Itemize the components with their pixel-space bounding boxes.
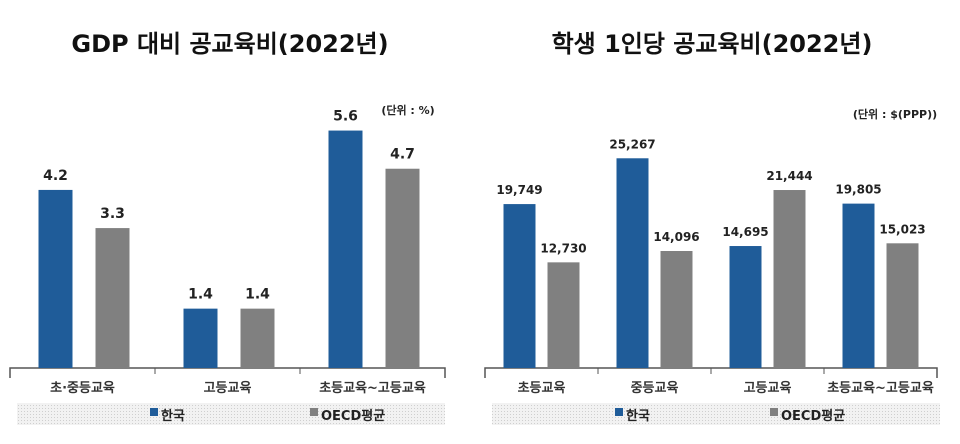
- legend-swatch-korea: [150, 408, 158, 416]
- category-label: 초·중등교육: [50, 380, 115, 396]
- legend-background: [17, 403, 445, 425]
- data-label: 1.4: [245, 287, 270, 303]
- bar-korea: [842, 203, 875, 368]
- legend-label: 한국: [161, 408, 185, 424]
- bar-oecd: [886, 243, 919, 368]
- category-label: 고등교육: [744, 380, 792, 396]
- data-label: 5.6: [333, 109, 358, 125]
- data-label: 15,023: [879, 222, 925, 236]
- bar-korea: [328, 130, 363, 368]
- unit-label: (단위 : $(PPP)): [853, 107, 937, 121]
- bar-korea: [183, 308, 218, 368]
- x-axis: [9, 367, 446, 378]
- data-label: 4.7: [390, 147, 415, 163]
- bar-oecd: [385, 168, 420, 368]
- data-label: 14,695: [722, 225, 768, 239]
- data-label: 25,267: [609, 137, 655, 151]
- bar-oecd: [773, 190, 806, 368]
- legend-label: 한국: [626, 408, 650, 424]
- bar-korea: [38, 189, 73, 368]
- legend-swatch-korea: [615, 408, 623, 416]
- data-label: 3.3: [100, 206, 125, 222]
- category-label: 초등교육~고등교육: [319, 380, 426, 396]
- data-label: 4.2: [43, 168, 68, 184]
- bar-oecd: [547, 262, 580, 368]
- bar-korea: [616, 158, 649, 368]
- category-label: 초등교육: [518, 380, 566, 396]
- category-label: 초등교육~고등교육: [827, 380, 934, 396]
- legend-label: OECD평균: [321, 408, 385, 424]
- bar-oecd: [240, 308, 275, 368]
- data-label: 21,444: [766, 169, 812, 183]
- bar-oecd: [95, 228, 130, 368]
- data-label: 14,096: [653, 230, 699, 244]
- legend-background: [492, 403, 940, 425]
- chart-title: 학생 1인당 공교육비(2022년): [552, 30, 873, 58]
- bar-korea: [503, 204, 536, 368]
- category-label: 중등교육: [631, 380, 679, 396]
- category-label: 고등교육: [204, 380, 252, 396]
- unit-label: (단위 : %): [381, 103, 434, 117]
- bar-oecd: [660, 251, 693, 368]
- legend-swatch-oecd: [770, 408, 778, 416]
- data-label: 19,805: [835, 183, 881, 197]
- data-label: 1.4: [188, 287, 213, 303]
- data-label: 12,730: [540, 241, 586, 255]
- data-label: 19,749: [496, 183, 542, 197]
- chart-title: GDP 대비 공교육비(2022년): [71, 30, 388, 58]
- legend-swatch-oecd: [310, 408, 318, 416]
- legend-label: OECD평균: [781, 408, 845, 424]
- bar-korea: [729, 246, 762, 368]
